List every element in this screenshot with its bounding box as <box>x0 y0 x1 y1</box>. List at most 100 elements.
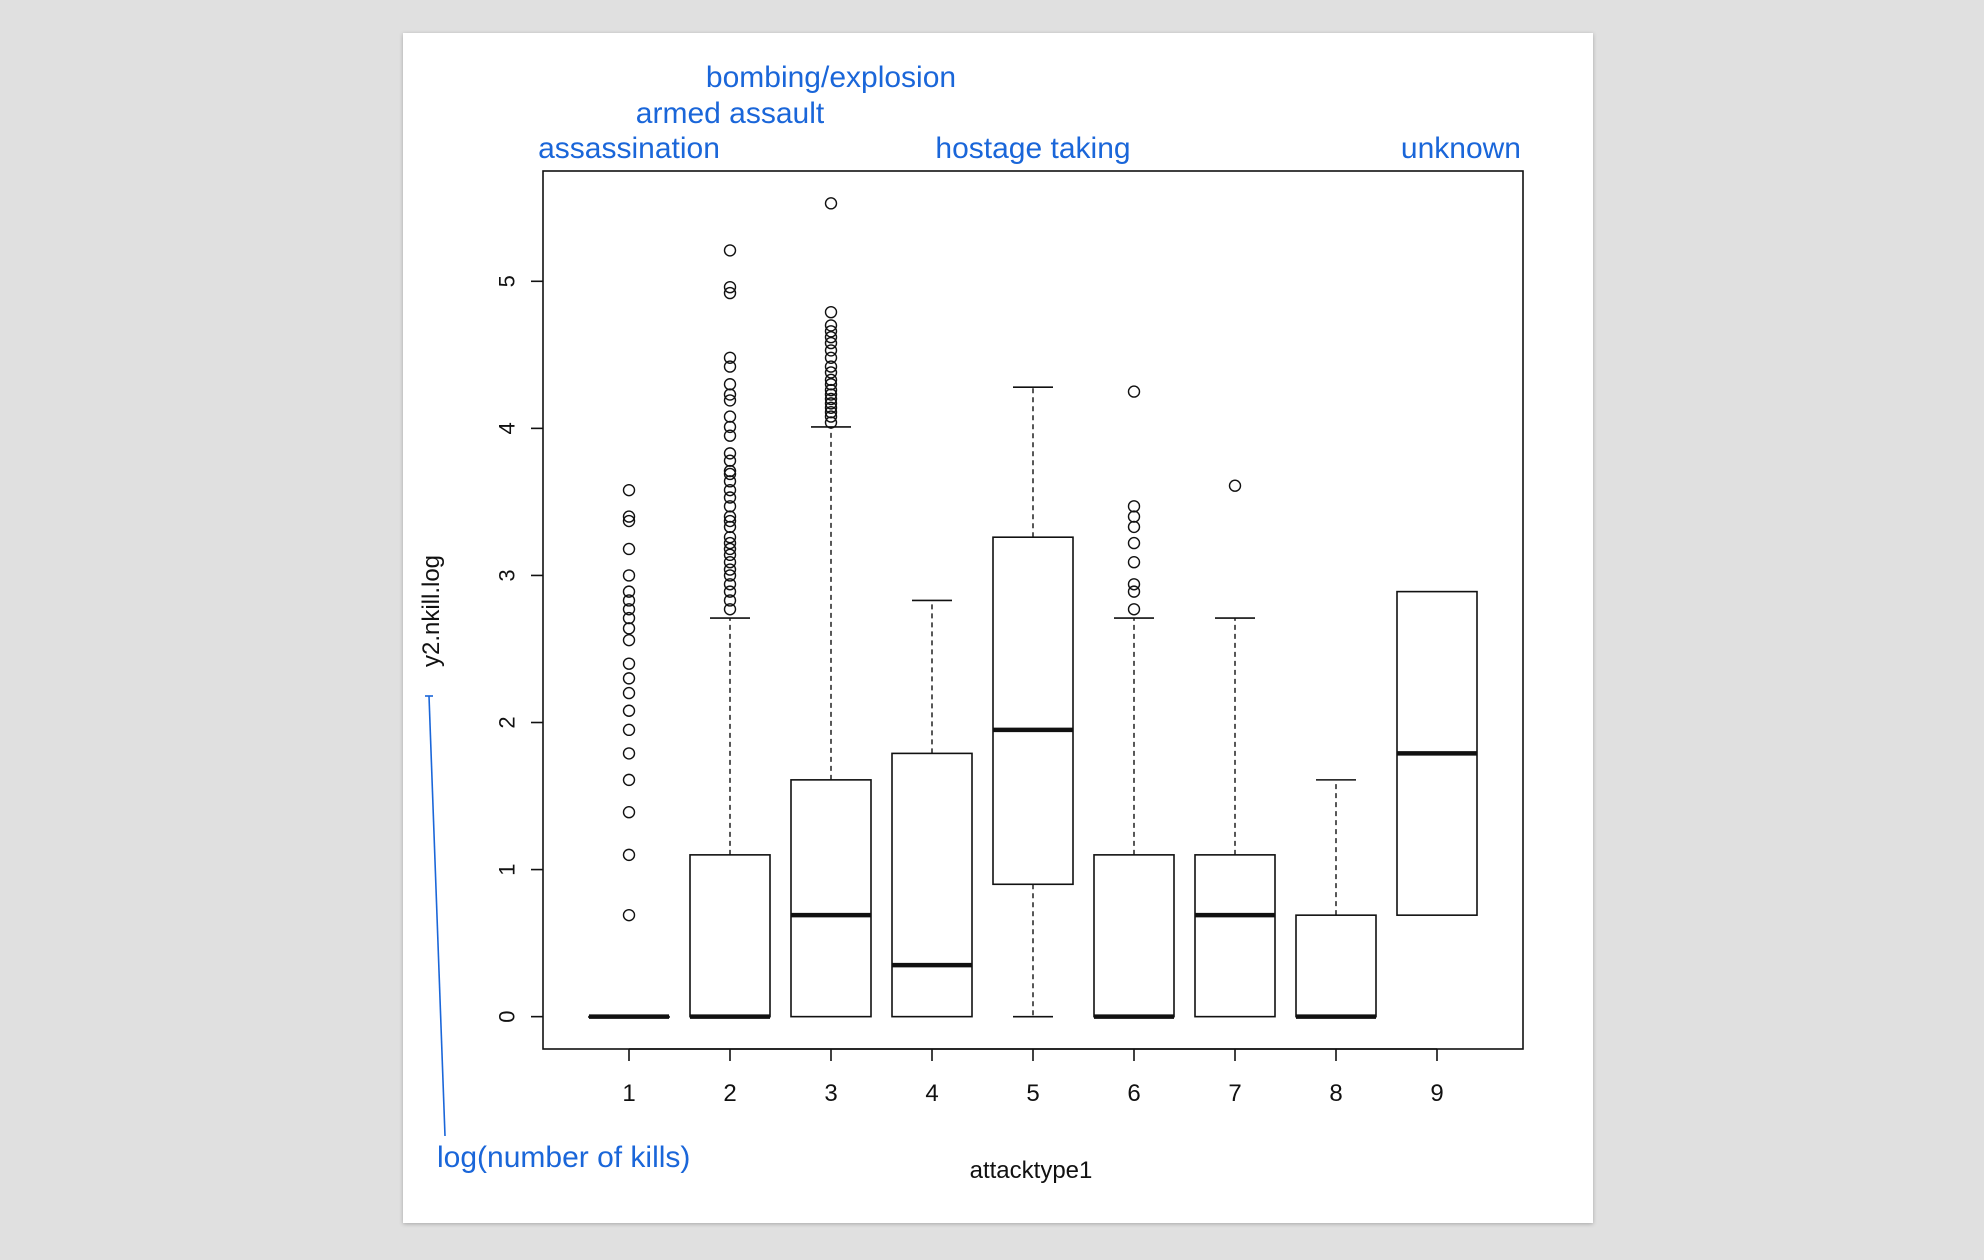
outlier-point <box>723 447 737 460</box>
outlier-point <box>1127 510 1141 523</box>
outlier-point <box>723 429 737 442</box>
outlier-point <box>723 500 737 513</box>
outlier-point <box>723 594 737 607</box>
outlier-point <box>723 514 737 528</box>
outlier-point <box>723 483 737 497</box>
outlier-point <box>622 611 636 625</box>
outlier-point <box>723 454 737 467</box>
x-tick-label: 8 <box>1329 1080 1342 1107</box>
outlier-point <box>1127 500 1141 513</box>
outlier-point <box>723 378 737 391</box>
outlier-point <box>824 397 838 410</box>
outlier-point <box>723 556 737 569</box>
outlier-point <box>723 420 737 434</box>
outlier-point <box>723 578 737 591</box>
x-tick-label: 3 <box>824 1080 837 1107</box>
outlier-point <box>723 286 737 300</box>
box-body <box>1093 854 1175 1018</box>
category-annotation-5: hostage taking <box>935 132 1130 165</box>
outlier-point <box>1127 520 1141 534</box>
outlier-point <box>622 723 636 737</box>
outlier-point <box>723 569 737 582</box>
outlier-point <box>824 325 838 338</box>
outlier-point <box>723 563 737 576</box>
outlier-point <box>1228 479 1242 492</box>
category-annotation-2: armed assault <box>636 97 825 130</box>
outlier-point <box>824 373 838 387</box>
outlier-point <box>824 416 838 429</box>
outlier-point <box>723 467 737 481</box>
box-group-4 <box>891 599 973 1018</box>
outlier-point <box>622 622 636 635</box>
outlier-point <box>824 366 838 379</box>
y-tick-label: 1 <box>495 863 520 875</box>
outlier-point <box>824 305 838 319</box>
outlier-point <box>622 657 636 670</box>
y-tick-label: 3 <box>495 569 520 581</box>
x-tick-label: 5 <box>1026 1080 1039 1107</box>
outlier-point <box>1127 585 1141 598</box>
outlier-point <box>723 244 737 257</box>
outlier-point <box>1127 556 1141 569</box>
outlier-point <box>622 908 636 922</box>
x-tick-label: 6 <box>1127 1080 1140 1107</box>
outlier-point <box>824 330 838 344</box>
outlier-point <box>824 378 838 391</box>
outlier-point <box>723 388 737 401</box>
figure-page: 0 1 2 3 4 5 1 2 3 4 5 6 7 8 9 assassination armed assa… <box>403 33 1593 1223</box>
category-annotation-9: unknown <box>1401 132 1521 165</box>
y-tick-label: 4 <box>495 422 520 434</box>
category-annotation-3: bombing/explosion <box>706 61 956 94</box>
outlier-point <box>622 633 636 647</box>
box-group-5 <box>992 386 1074 1018</box>
outlier-point <box>1127 536 1141 550</box>
outlier-point <box>723 536 737 550</box>
outlier-point <box>622 483 636 497</box>
outlier-point <box>723 531 737 544</box>
outlier-point <box>622 747 636 760</box>
outlier-point <box>723 542 737 556</box>
ylabel-annotation-connector <box>428 695 446 1137</box>
outlier-point <box>723 510 737 523</box>
y-tick-label: 2 <box>495 716 520 728</box>
box-group-7 <box>1194 479 1276 1018</box>
outlier-point <box>622 672 636 685</box>
outlier-point <box>723 520 737 534</box>
outlier-point <box>723 548 737 562</box>
outlier-point <box>723 603 737 616</box>
outlier-point <box>622 542 636 556</box>
outlier-point <box>723 491 737 504</box>
outlier-point <box>622 514 636 528</box>
box-body <box>891 752 973 1018</box>
outlier-point <box>824 336 838 350</box>
outlier-point <box>824 360 838 373</box>
box-group-1 <box>588 483 670 1019</box>
box-body <box>1295 914 1377 1018</box>
x-axis-title: attacktype1 <box>970 1157 1093 1184</box>
box-body <box>790 779 872 1018</box>
outlier-point <box>824 383 838 397</box>
x-tick-label: 7 <box>1228 1080 1241 1107</box>
outlier-point <box>622 704 636 717</box>
x-tick-label: 4 <box>925 1080 938 1107</box>
x-tick-label: 1 <box>622 1080 635 1107</box>
outlier-point <box>723 394 737 407</box>
y-tick-label: 5 <box>495 275 520 287</box>
box-group-2 <box>689 244 771 1019</box>
outlier-point <box>622 806 636 819</box>
ylabel-annotation: log(number of kills) <box>437 1141 690 1174</box>
outlier-point <box>723 360 737 373</box>
category-annotation-1: assassination <box>538 132 720 165</box>
box-group-9 <box>1396 590 1478 916</box>
outlier-point <box>622 594 636 607</box>
outlier-point <box>723 464 737 478</box>
x-tick-label: 2 <box>723 1080 736 1107</box>
box-group-6 <box>1093 385 1175 1019</box>
outlier-point <box>622 510 636 523</box>
box-body <box>1194 854 1276 1018</box>
box-body <box>689 854 771 1018</box>
outlier-point <box>723 585 737 598</box>
outlier-point <box>1127 603 1141 616</box>
outlier-point <box>824 351 838 364</box>
